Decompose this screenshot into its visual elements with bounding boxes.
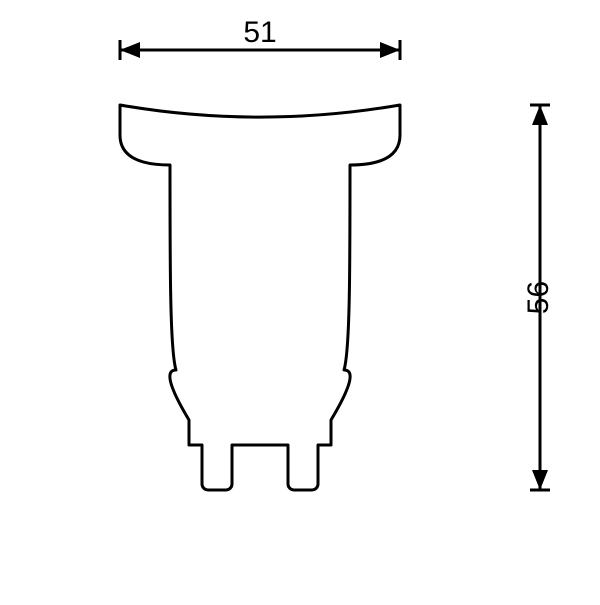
bulb-dimensional-drawing: 51 56 xyxy=(0,0,600,600)
arrowhead-left-icon xyxy=(120,42,140,58)
height-label: 56 xyxy=(522,281,555,314)
arrowhead-down-icon xyxy=(532,470,548,490)
width-dimension: 51 xyxy=(120,16,400,60)
bulb-outline xyxy=(120,105,400,490)
width-label: 51 xyxy=(243,16,276,49)
arrowhead-right-icon xyxy=(380,42,400,58)
height-dimension: 56 xyxy=(522,105,555,490)
arrowhead-up-icon xyxy=(532,105,548,125)
